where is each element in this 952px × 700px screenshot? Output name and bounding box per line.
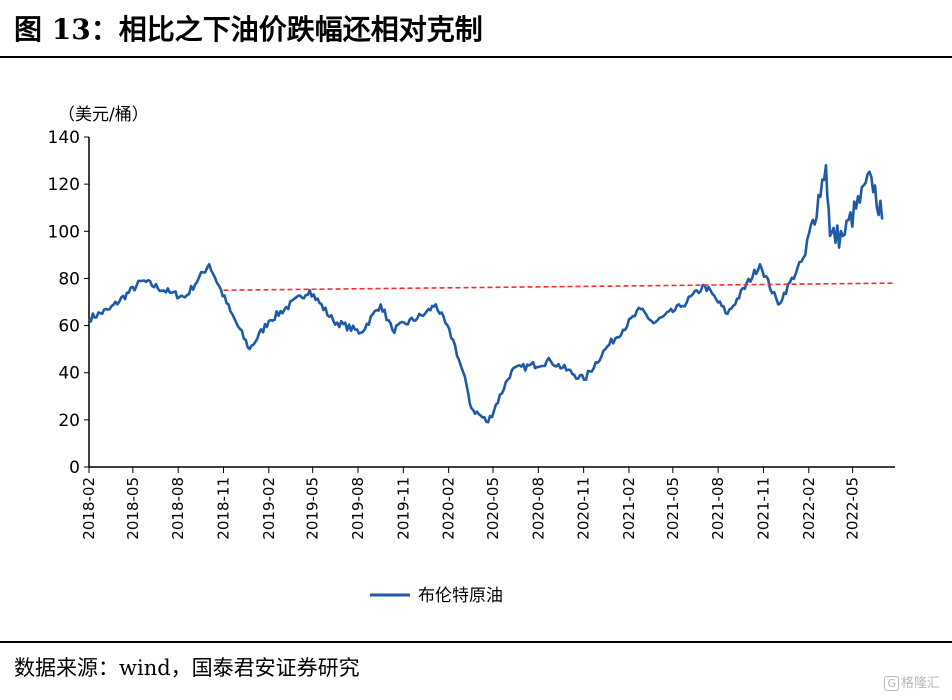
- y-tick-label: 120: [48, 175, 80, 195]
- y-tick-label: 60: [58, 317, 80, 337]
- x-tick-label: 2019-05: [304, 477, 322, 540]
- x-tick-label: 2021-02: [620, 477, 638, 540]
- x-tick-label: 2022-02: [800, 477, 818, 540]
- watermark-text: 格隆汇: [900, 676, 940, 691]
- gelonghui-logo-icon: G: [884, 676, 899, 691]
- y-axis-label: （美元/桶）: [58, 105, 149, 125]
- y-tick-label: 140: [48, 128, 80, 148]
- x-tick-label: 2018-02: [80, 477, 98, 540]
- x-tick-label: 2021-08: [709, 477, 727, 540]
- y-tick-label: 80: [58, 269, 80, 289]
- y-tick-label: 100: [48, 222, 80, 242]
- x-tick-label: 2019-11: [394, 477, 412, 540]
- y-axis: 0 20 40 60 80 100 120 140: [48, 128, 90, 478]
- series-line-brent: [87, 164, 884, 424]
- x-tick-label: 2020-11: [575, 477, 593, 540]
- source-note: 数据来源：wind，国泰君安证券研究: [14, 656, 360, 680]
- plot-area: [87, 164, 896, 424]
- x-tick-label: 2018-11: [214, 477, 232, 540]
- x-axis: 2018-02 2018-05 2018-08 2018-11 2019-02 2019-…: [80, 466, 895, 540]
- x-tick-label: 2018-05: [124, 477, 142, 540]
- x-tick-label: 2019-02: [260, 477, 278, 540]
- figure-title: 图 13：相比之下油价跌幅还相对克制: [14, 13, 483, 46]
- x-tick-label: 2020-02: [440, 477, 458, 540]
- y-tick-label: 40: [58, 364, 80, 384]
- chart: （美元/桶） 0 20 40 60 80 100 120 140 2018-02 2018-05…: [48, 105, 896, 606]
- source-rule: [0, 641, 952, 643]
- reference-line: [223, 282, 896, 291]
- x-tick-label: 2018-08: [169, 477, 187, 540]
- y-tick-label: 0: [69, 458, 80, 478]
- legend-label-brent: 布伦特原油: [418, 586, 503, 606]
- x-tick-label: 2021-05: [664, 477, 682, 540]
- x-tick-label: 2020-05: [484, 477, 502, 540]
- legend: 布伦特原油: [370, 586, 503, 606]
- y-tick-label: 20: [58, 411, 80, 431]
- x-tick-label: 2021-11: [754, 477, 772, 540]
- watermark: G 格隆汇: [884, 672, 940, 691]
- x-tick-label: 2022-05: [844, 477, 862, 540]
- x-tick-label: 2020-08: [529, 477, 547, 540]
- title-rule: [0, 56, 952, 58]
- x-tick-label: 2019-08: [349, 477, 367, 540]
